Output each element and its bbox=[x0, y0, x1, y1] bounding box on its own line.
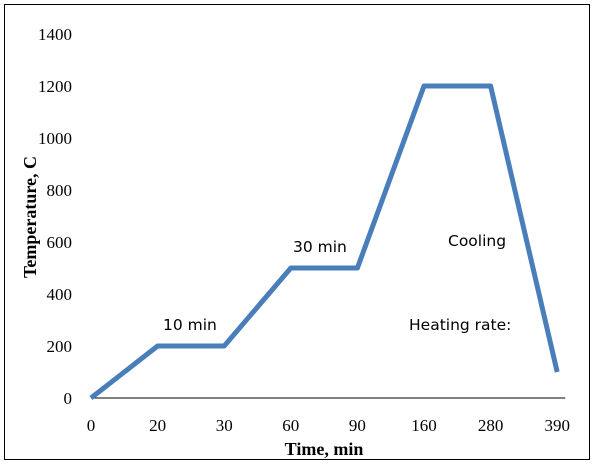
x-tick-label: 390 bbox=[544, 416, 570, 435]
y-axis-ticks: 0 200 400 600 800 1000 1200 1400 bbox=[38, 25, 72, 408]
annotation-cooling: Cooling bbox=[448, 232, 506, 250]
annotation-10-min: 10 min bbox=[163, 316, 217, 334]
y-tick-label: 600 bbox=[47, 233, 73, 252]
x-tick-label: 20 bbox=[149, 416, 166, 435]
y-tick-label: 0 bbox=[64, 389, 73, 408]
x-tick-label: 90 bbox=[349, 416, 366, 435]
y-tick-label: 200 bbox=[47, 337, 73, 356]
annotation-heating-rate: Heating rate: bbox=[409, 316, 511, 334]
y-axis-title: Temperature, C bbox=[20, 156, 40, 278]
x-tick-label: 30 bbox=[216, 416, 233, 435]
annotations: 10 min 30 min Cooling Heating rate: bbox=[163, 232, 511, 334]
annotation-30-min: 30 min bbox=[293, 238, 347, 256]
series-group bbox=[89, 83, 560, 400]
x-axis-ticks: 0 20 30 60 90 160 280 390 bbox=[87, 416, 570, 435]
x-tick-label: 0 bbox=[87, 416, 96, 435]
x-tick-label: 280 bbox=[478, 416, 504, 435]
x-axis-title: Time, min bbox=[285, 439, 364, 459]
chart-frame bbox=[4, 4, 590, 460]
y-tick-label: 1200 bbox=[38, 77, 72, 96]
y-tick-label: 400 bbox=[47, 285, 73, 304]
y-tick-label: 1000 bbox=[38, 129, 72, 148]
x-tick-label: 60 bbox=[282, 416, 299, 435]
y-tick-label: 800 bbox=[47, 181, 73, 200]
y-tick-label: 1400 bbox=[38, 25, 72, 44]
series-line bbox=[89, 83, 560, 400]
x-tick-label: 160 bbox=[411, 416, 437, 435]
